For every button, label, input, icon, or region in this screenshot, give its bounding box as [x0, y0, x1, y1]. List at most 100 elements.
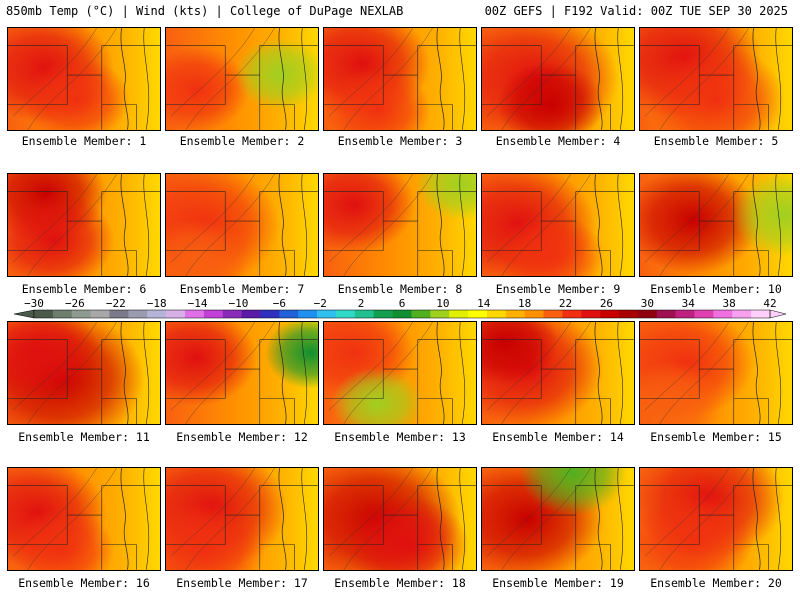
- colorbar-swatch: [260, 310, 280, 318]
- ensemble-member-label: Ensemble Member: 11: [18, 430, 150, 444]
- colorbar-swatch: [335, 310, 356, 318]
- ensemble-member-label: Ensemble Member: 7: [179, 282, 305, 296]
- colorbar-swatch: [184, 310, 205, 318]
- temperature-colorbar: −30 −26 −22 −18 −14 −10 −6 −2 2 6 10 14 18 22 26 30 34 38…: [13, 298, 787, 319]
- ensemble-member-label: Ensemble Member: 15: [650, 430, 782, 444]
- colorbar-swatch: [430, 310, 450, 318]
- colorbar-swatch: [34, 310, 54, 318]
- colorbar-swatch: [90, 310, 110, 318]
- ensemble-panel-16[interactable]: [7, 467, 161, 571]
- ensemble-member-label: Ensemble Member: 16: [18, 576, 150, 590]
- colorbar-tick-label: −30: [24, 298, 44, 310]
- ensemble-member-label: Ensemble Member: 6: [21, 282, 147, 296]
- colorbar-swatch: [373, 310, 393, 318]
- colorbar-swatch: [751, 310, 771, 318]
- colorbar-tick-label: −22: [106, 298, 126, 310]
- ensemble-panel-2[interactable]: [165, 27, 319, 131]
- ensemble-member-label: Ensemble Member: 3: [337, 134, 463, 148]
- run-valid-time: 00Z GEFS | F192 Valid: 00Z TUE SEP 30 20…: [484, 4, 788, 18]
- ensemble-panel-9[interactable]: [481, 173, 635, 277]
- colorbar-tick-label: 14: [477, 298, 491, 310]
- colorbar-swatch: [468, 310, 488, 318]
- colorbar-swatch: [637, 310, 658, 318]
- ensemble-member-label: Ensemble Member: 1: [21, 134, 147, 148]
- colorbar-tick-label: 2: [358, 298, 365, 310]
- colorbar-tick-label: 38: [722, 298, 735, 310]
- colorbar-tick-label: 6: [399, 298, 406, 310]
- colorbar-swatch: [505, 310, 525, 318]
- colorbar-tick-label: −18: [147, 298, 167, 310]
- ensemble-panel-20[interactable]: [639, 467, 793, 571]
- ensemble-panel-5[interactable]: [639, 27, 793, 131]
- colorbar-swatch: [128, 310, 148, 318]
- chart-title: 850mb Temp (°C) | Wind (kts) | College o…: [6, 4, 404, 18]
- colorbar-swatch: [166, 310, 186, 318]
- colorbar-right-arrow: [769, 309, 787, 319]
- colorbar-swatch: [449, 310, 469, 318]
- ensemble-panel-18[interactable]: [323, 467, 477, 571]
- colorbar-tick-label: −2: [314, 298, 327, 310]
- colorbar-tick-label: 34: [682, 298, 696, 310]
- colorbar-tick-label: 26: [600, 298, 613, 310]
- colorbar-swatch: [298, 310, 318, 318]
- ensemble-panel-14[interactable]: [481, 321, 635, 425]
- ensemble-panel-1[interactable]: [7, 27, 161, 131]
- colorbar-tick-label: 10: [436, 298, 449, 310]
- colorbar-swatch: [581, 310, 601, 318]
- colorbar-tick-label: 30: [641, 298, 654, 310]
- colorbar-swatch: [354, 310, 374, 318]
- ensemble-member-label: Ensemble Member: 20: [650, 576, 782, 590]
- ensemble-member-label: Ensemble Member: 18: [334, 576, 466, 590]
- ensemble-member-label: Ensemble Member: 2: [179, 134, 305, 148]
- colorbar-tick-label: 22: [559, 298, 572, 310]
- ensemble-panel-13[interactable]: [323, 321, 477, 425]
- colorbar-swatch: [52, 310, 73, 318]
- colorbar-tick-label: −6: [273, 298, 286, 310]
- ensemble-panel-17[interactable]: [165, 467, 319, 571]
- colorbar-swatch: [732, 310, 752, 318]
- colorbar-swatch: [109, 310, 129, 318]
- colorbar-swatch: [543, 310, 563, 318]
- ensemble-panel-19[interactable]: [481, 467, 635, 571]
- ensemble-panel-12[interactable]: [165, 321, 319, 425]
- colorbar-swatch: [675, 310, 695, 318]
- ensemble-member-label: Ensemble Member: 13: [334, 430, 466, 444]
- colorbar-swatch: [71, 310, 91, 318]
- colorbar-swatch: [279, 310, 299, 318]
- ensemble-panel-3[interactable]: [323, 27, 477, 131]
- ensemble-member-label: Ensemble Member: 12: [176, 430, 308, 444]
- colorbar-tick-label: −14: [188, 298, 208, 310]
- colorbar-tick-label: 42: [763, 298, 776, 310]
- colorbar-swatch: [241, 310, 261, 318]
- ensemble-panel-10[interactable]: [639, 173, 793, 277]
- colorbar-swatch: [411, 310, 431, 318]
- colorbar-swatch: [694, 310, 714, 318]
- colorbar-swatch: [619, 310, 639, 318]
- ensemble-panel-8[interactable]: [323, 173, 477, 277]
- ensemble-member-label: Ensemble Member: 8: [337, 282, 463, 296]
- colorbar-swatch: [317, 310, 337, 318]
- ensemble-panel-6[interactable]: [7, 173, 161, 277]
- ensemble-panel-11[interactable]: [7, 321, 161, 425]
- colorbar-swatch: [486, 310, 507, 318]
- ensemble-panel-4[interactable]: [481, 27, 635, 131]
- colorbar-tick-label: −26: [65, 298, 85, 310]
- colorbar-swatch: [524, 310, 544, 318]
- colorbar-swatch: [562, 310, 582, 318]
- colorbar-tick-label: 18: [518, 298, 531, 310]
- ensemble-panel-15[interactable]: [639, 321, 793, 425]
- ensemble-panel-7[interactable]: [165, 173, 319, 277]
- colorbar-tick-label: −10: [229, 298, 249, 310]
- colorbar-swatch: [147, 310, 167, 318]
- colorbar-swatch: [713, 310, 733, 318]
- ensemble-member-label: Ensemble Member: 19: [492, 576, 624, 590]
- colorbar-left-arrow: [13, 309, 35, 319]
- colorbar-swatch: [656, 310, 676, 318]
- colorbar-swatch: [222, 310, 242, 318]
- ensemble-member-label: Ensemble Member: 5: [653, 134, 779, 148]
- colorbar-swatch: [600, 310, 620, 318]
- ensemble-member-label: Ensemble Member: 4: [495, 134, 621, 148]
- ensemble-member-label: Ensemble Member: 9: [495, 282, 621, 296]
- ensemble-member-label: Ensemble Member: 17: [176, 576, 308, 590]
- ensemble-member-label: Ensemble Member: 10: [650, 282, 782, 296]
